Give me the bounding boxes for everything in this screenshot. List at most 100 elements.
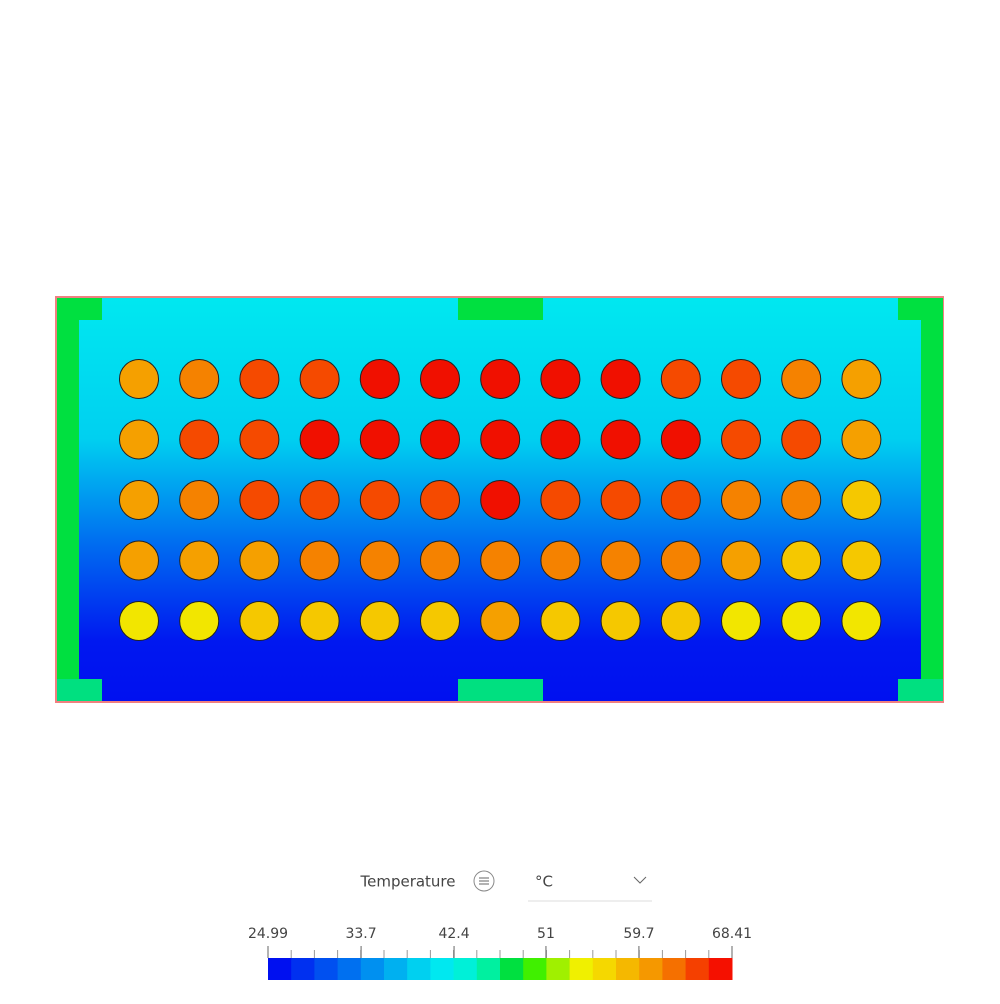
cell bbox=[721, 601, 761, 641]
cell bbox=[660, 601, 701, 641]
color-swatch bbox=[337, 958, 362, 980]
cell bbox=[179, 359, 220, 399]
color-swatch bbox=[500, 958, 524, 980]
cell bbox=[721, 359, 761, 399]
corner bbox=[57, 679, 102, 701]
cell bbox=[299, 419, 340, 460]
wall-left bbox=[57, 298, 79, 701]
color-swatch bbox=[314, 958, 339, 980]
cell bbox=[239, 359, 280, 399]
cell bbox=[781, 419, 822, 460]
cell bbox=[359, 601, 400, 641]
cell bbox=[660, 419, 701, 460]
cell bbox=[480, 540, 521, 581]
cell bbox=[359, 419, 400, 460]
cell bbox=[600, 480, 641, 520]
cell bbox=[540, 480, 581, 520]
corner bbox=[57, 298, 102, 320]
color-swatch bbox=[384, 958, 408, 980]
inlet-top bbox=[458, 298, 543, 320]
cell bbox=[119, 480, 159, 520]
cell bbox=[540, 359, 581, 399]
cell bbox=[299, 601, 340, 641]
color-swatch bbox=[360, 958, 385, 980]
cell bbox=[721, 540, 761, 581]
corner bbox=[898, 679, 943, 701]
cell bbox=[480, 480, 521, 520]
cell bbox=[359, 359, 400, 399]
cells bbox=[119, 359, 882, 641]
menu-icon bbox=[473, 870, 495, 892]
cell bbox=[119, 419, 159, 460]
color-swatch bbox=[268, 958, 292, 980]
cell bbox=[600, 540, 641, 581]
cell bbox=[299, 540, 340, 581]
legend-menu[interactable] bbox=[473, 870, 495, 892]
cell bbox=[420, 480, 460, 520]
cell bbox=[119, 601, 159, 641]
cell bbox=[420, 419, 460, 460]
cell bbox=[841, 419, 882, 460]
cell bbox=[781, 540, 822, 581]
colorbar: 24.99 33.7 42.4 51 59.7 68.41 bbox=[248, 926, 752, 980]
cell bbox=[600, 359, 641, 399]
cell bbox=[299, 359, 340, 399]
simulation-field[interactable] bbox=[55, 296, 944, 703]
cell bbox=[781, 480, 822, 520]
cell bbox=[781, 601, 822, 641]
cell bbox=[299, 480, 340, 520]
tick-label: 42.4 bbox=[438, 926, 469, 942]
inlet-bottom bbox=[458, 679, 543, 701]
tick-label: 24.99 bbox=[248, 926, 288, 942]
cell bbox=[179, 601, 220, 641]
cell bbox=[480, 359, 521, 399]
tick-label: 33.7 bbox=[345, 926, 376, 942]
color-swatch bbox=[453, 958, 478, 980]
cell bbox=[420, 601, 460, 641]
menu-lines bbox=[479, 877, 489, 885]
cell bbox=[119, 540, 159, 581]
color-swatch bbox=[592, 958, 617, 980]
cell bbox=[841, 540, 882, 581]
cell bbox=[540, 419, 581, 460]
tick-label: 51 bbox=[537, 926, 555, 942]
cell bbox=[841, 601, 882, 641]
cell bbox=[841, 359, 882, 399]
color-swatch bbox=[616, 958, 640, 980]
color-swatch bbox=[662, 958, 687, 980]
cell bbox=[179, 419, 220, 460]
color-swatch bbox=[291, 958, 315, 980]
cell bbox=[600, 601, 641, 641]
cell bbox=[721, 419, 761, 460]
wall-right bbox=[921, 298, 943, 701]
cell bbox=[359, 540, 400, 581]
chevron bbox=[633, 876, 647, 884]
color-swatch bbox=[523, 958, 547, 980]
color-swatch bbox=[546, 958, 571, 980]
tick-label: 68.41 bbox=[712, 926, 752, 942]
cell bbox=[480, 601, 521, 641]
cell bbox=[721, 480, 761, 520]
cell bbox=[540, 601, 581, 641]
legend-title: Temperature bbox=[359, 873, 455, 891]
color-swatch bbox=[685, 958, 710, 980]
cell bbox=[179, 480, 220, 520]
color-swatch bbox=[569, 958, 594, 980]
cell bbox=[239, 419, 280, 460]
cell bbox=[420, 540, 460, 581]
cell bbox=[841, 480, 882, 520]
tick-label: 59.7 bbox=[623, 926, 654, 942]
cell bbox=[660, 480, 701, 520]
unit-dropdown[interactable]: °C bbox=[528, 873, 652, 902]
cell bbox=[660, 359, 701, 399]
cell bbox=[480, 419, 521, 460]
cell bbox=[179, 540, 220, 581]
cell bbox=[600, 419, 641, 460]
color-swatch bbox=[407, 958, 431, 980]
cell bbox=[239, 601, 280, 641]
cell bbox=[239, 540, 280, 581]
color-swatch bbox=[430, 958, 455, 980]
color-swatch bbox=[476, 958, 501, 980]
